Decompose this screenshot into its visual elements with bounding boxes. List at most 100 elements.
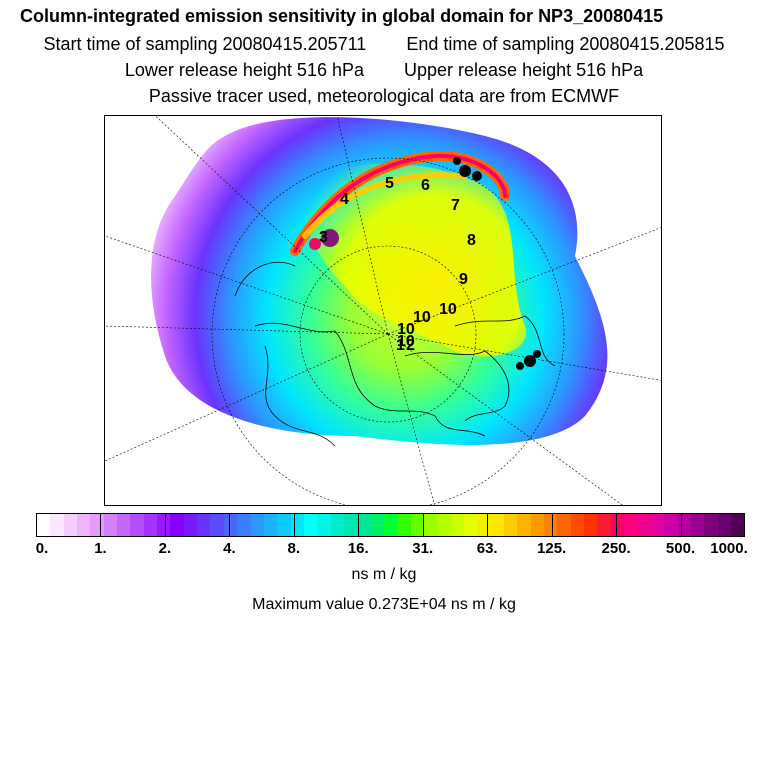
colorbar-segment bbox=[143, 514, 158, 536]
colorbar-segment bbox=[397, 514, 411, 536]
colorbar-segment bbox=[317, 514, 331, 536]
colorbar-segment bbox=[303, 514, 318, 536]
end-time: End time of sampling 20080415.205815 bbox=[406, 34, 725, 54]
colorbar-tick-label: 8. bbox=[287, 540, 301, 557]
colorbar-divider bbox=[680, 514, 682, 536]
track-label-8: 8 bbox=[467, 232, 476, 249]
colorbar-divider bbox=[551, 514, 553, 536]
colorbar-segment bbox=[90, 514, 104, 536]
tracer-note: Passive tracer used, meteorological data… bbox=[148, 86, 620, 106]
colorbar-segment bbox=[570, 514, 585, 536]
colorbar-segment bbox=[464, 514, 478, 536]
colorbar-segment bbox=[504, 514, 518, 536]
colorbar-segment bbox=[477, 514, 491, 536]
colorbar-segment bbox=[624, 514, 638, 536]
colorbar-segment bbox=[343, 514, 358, 536]
track-label-10b: 10 bbox=[413, 309, 431, 326]
colorbar-divider bbox=[616, 514, 618, 536]
colorbar-segment bbox=[370, 514, 384, 536]
track-label-10d: 10 bbox=[397, 333, 415, 350]
colorbar-tick-label: 31. bbox=[412, 540, 434, 557]
colorbar-tick-label: 16. bbox=[347, 540, 369, 557]
colorbar-tick-label: 63. bbox=[476, 540, 498, 557]
colorbar-segment bbox=[330, 514, 344, 536]
maximum-value: Maximum value 0.273E+04 ns m / kg bbox=[252, 596, 516, 613]
colorbar-segment bbox=[530, 514, 545, 536]
map-canvas: 1 2 3 4 5 6 7 8 9 10 10 10 10 bbox=[105, 116, 661, 505]
release-heights: Lower release height 516 hPa Upper releas… bbox=[0, 60, 768, 81]
colorbar-segment bbox=[63, 514, 78, 536]
colorbar-divider bbox=[100, 514, 102, 536]
colorbar-segment bbox=[517, 514, 531, 536]
colorbar-segment bbox=[223, 514, 238, 536]
colorbar-segment bbox=[290, 514, 304, 536]
colorbar-segment bbox=[103, 514, 118, 536]
colorbar-divider bbox=[487, 514, 489, 536]
colorbar-divider bbox=[358, 514, 360, 536]
track-label-6: 6 bbox=[421, 177, 430, 194]
colorbar-segment bbox=[437, 514, 451, 536]
colorbar-segment bbox=[664, 514, 678, 536]
track-label-7: 7 bbox=[451, 197, 460, 214]
track-label-10a: 10 bbox=[439, 301, 457, 318]
colorbar-segment bbox=[210, 514, 224, 536]
colorbar-segment bbox=[237, 514, 251, 536]
colorbar-segment bbox=[544, 514, 558, 536]
colorbar-tick-label: 1. bbox=[94, 540, 107, 557]
chart-title: Column-integrated emission sensitivity i… bbox=[20, 6, 664, 26]
colorbar-tick-label: 1000. bbox=[710, 540, 748, 557]
sensitivity-field bbox=[151, 117, 608, 445]
upper-release-height: Upper release height 516 hPa bbox=[404, 60, 644, 80]
track-labels: 1 2 3 4 5 6 7 8 9 10 10 10 10 bbox=[319, 175, 476, 354]
colorbar-segment bbox=[450, 514, 464, 536]
colorbar-segment bbox=[77, 514, 91, 536]
start-time: Start time of sampling 20080415.205711 bbox=[43, 34, 367, 54]
colorbar-segment bbox=[130, 514, 144, 536]
track-label-1: 1 bbox=[396, 337, 405, 354]
sampling-times: Start time of sampling 20080415.205711 En… bbox=[0, 34, 768, 55]
track-label-5: 5 bbox=[385, 175, 394, 192]
colorbar-segment bbox=[690, 514, 705, 536]
colorbar-segment bbox=[650, 514, 665, 536]
colorbar bbox=[36, 513, 745, 537]
colorbar-segment bbox=[263, 514, 278, 536]
colorbar-segment bbox=[37, 514, 51, 536]
colorbar-divider bbox=[164, 514, 166, 536]
colorbar-divider bbox=[293, 514, 295, 536]
lower-release-height: Lower release height 516 hPa bbox=[124, 60, 364, 80]
colorbar-segment bbox=[423, 514, 438, 536]
colorbar-divider bbox=[422, 514, 424, 536]
sensitivity-map: 1 2 3 4 5 6 7 8 9 10 10 10 10 bbox=[104, 115, 662, 506]
colorbar-segment bbox=[490, 514, 505, 536]
track-label-2: 2 bbox=[406, 337, 415, 354]
colorbar-segment bbox=[117, 514, 131, 536]
colorbar-divider bbox=[229, 514, 231, 536]
colorbar-tick-label: 125. bbox=[537, 540, 567, 557]
colorbar-segment bbox=[50, 514, 64, 536]
colorbar-segment bbox=[557, 514, 571, 536]
colorbar-tick-label: 4. bbox=[223, 540, 236, 557]
colorbar-tick-label: 250. bbox=[601, 540, 631, 557]
colorbar-segment bbox=[357, 514, 371, 536]
track-label-10c: 10 bbox=[397, 321, 415, 338]
track-label-3: 3 bbox=[319, 229, 328, 246]
colorbar-segment bbox=[584, 514, 598, 536]
colorbar-segment bbox=[730, 514, 745, 536]
colorbar-segment bbox=[610, 514, 625, 536]
track-label-4: 4 bbox=[340, 191, 349, 208]
colorbar-segment bbox=[277, 514, 291, 536]
colorbar-segment bbox=[717, 514, 731, 536]
colorbar-segment bbox=[637, 514, 651, 536]
colorbar-segment bbox=[170, 514, 184, 536]
colorbar-tick-label: 0. bbox=[35, 540, 49, 557]
colorbar-tick-label: 500. bbox=[665, 540, 696, 557]
colorbar-tick-label: 2. bbox=[158, 540, 172, 557]
colorbar-segment bbox=[383, 514, 398, 536]
colorbar-segment bbox=[183, 514, 198, 536]
colorbar-segment bbox=[157, 514, 171, 536]
colorbar-segment bbox=[597, 514, 611, 536]
coastlines bbox=[234, 262, 556, 447]
colorbar-segment bbox=[250, 514, 264, 536]
colorbar-segment bbox=[704, 514, 718, 536]
track-label-9: 9 bbox=[459, 271, 468, 288]
